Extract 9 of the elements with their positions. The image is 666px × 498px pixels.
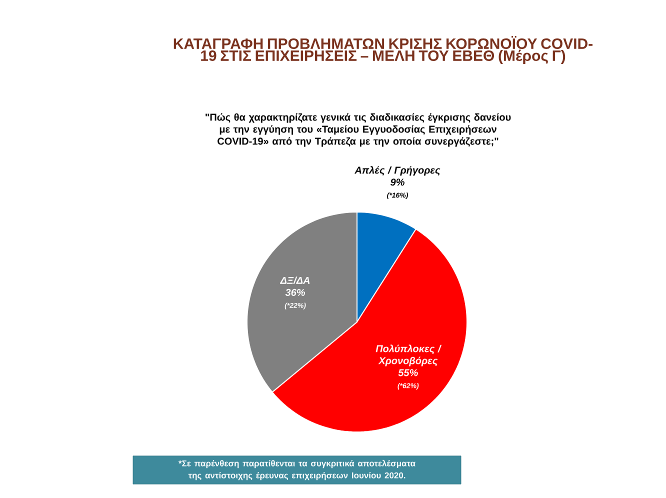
slice-label: Απλές / Γρήγορες — [354, 166, 440, 176]
slice-label: Πολύπλοκες / Χρονοβόρες — [376, 344, 442, 366]
chart-subtitle: "Πώς θα χαρακτηρίζατε γενικά τις διαδικασίες έγκρισης δανείου με την εγγύηση του «Ταμείου Εγγυοδοσίας Επιχειρήσεων COVID-19» από την Τράπεζα με την οποία συνεργάζεστε;" — [206, 113, 511, 147]
text: *Σε παρένθεση παρατίθενται τα συγκριτικά αποτελέσματα της αντίστοιχης έρευνας επιχειρήσεων Ιουνίου 2020. — [178, 460, 416, 480]
data-label: 9% — [390, 178, 404, 186]
data-label: 55% — [398, 369, 418, 376]
slice-label: ΔΞ/ΔΑ — [280, 276, 310, 284]
chart-title: ΚΑΤΑΓΡΑΦΗ ΠΡΟΒΛΗΜΑΤΩΝ ΚΡΙΣΗΣ ΚΟΡΩΝΟΪΟΥ COVID-19 ΣΤΙΣ ΕΠΙΧΕΙΡΗΣΕΙΣ – ΜΕΛΗ ΤΟΥ ΕΒΕΘ (Μέρος Γ) — [174, 36, 592, 64]
data-label: 36% — [285, 288, 306, 296]
